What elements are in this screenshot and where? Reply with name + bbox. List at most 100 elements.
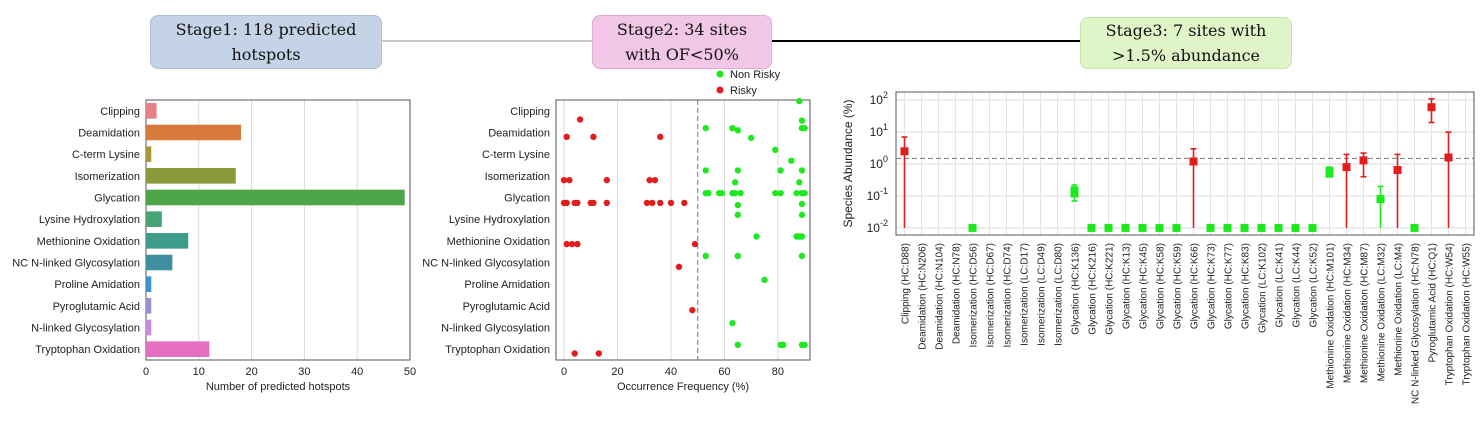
point-non-risky: [801, 341, 808, 349]
x-tick-label: Deamidation (HC:N104): [935, 243, 946, 350]
abundance-marker: [1376, 195, 1385, 204]
point-non-risky: [798, 252, 806, 260]
x-tick-label: Glycation (LC:K44): [1292, 243, 1303, 327]
abundance-marker: [1325, 169, 1334, 178]
point-non-risky: [753, 233, 760, 240]
point-non-risky: [734, 341, 742, 349]
point-non-risky: [772, 189, 779, 197]
y-tick-label: Glycation: [94, 193, 140, 205]
abundance-marker: [1257, 223, 1266, 232]
abundance-marker: [1189, 157, 1198, 166]
point-risky: [681, 199, 688, 207]
y-tick-label: Methionine Oxidation: [37, 236, 140, 248]
x-tick-label: 40: [665, 366, 677, 378]
x-tick-label: 20: [611, 366, 623, 378]
legend-label-risky: Risky: [730, 85, 757, 97]
y-tick-label: N-linked Glycosylation: [441, 323, 550, 335]
point-non-risky: [731, 189, 739, 197]
x-axis-label: Occurrence Frequency (%): [617, 381, 749, 393]
bar-deamidation: [146, 124, 242, 141]
bar-c-term-lysine: [146, 146, 152, 162]
point-non-risky: [734, 252, 742, 260]
point-non-risky: [801, 124, 808, 132]
point-non-risky: [772, 146, 779, 154]
x-tick-label: Glycation (HC:K66): [1190, 243, 1201, 329]
point-non-risky: [718, 189, 725, 197]
bar-methionine-oxidation: [146, 233, 189, 249]
legend-marker-non-risky: [716, 70, 724, 78]
point-risky: [595, 350, 602, 357]
x-tick-label: Methionine Oxidation (HC:M34): [1343, 243, 1354, 383]
point-non-risky: [798, 167, 806, 174]
abundance-marker: [1410, 223, 1419, 232]
y-tick-label: 100: [870, 154, 888, 171]
abundance-marker: [1087, 223, 1096, 232]
point-risky: [576, 116, 584, 123]
abundance-marker: [1155, 223, 1164, 232]
x-tick-label: Glycation (HC:K59): [1173, 243, 1184, 329]
point-non-risky: [796, 179, 803, 186]
y-tick-label: Proline Amidation: [54, 279, 140, 291]
bar-isomerization: [146, 168, 236, 184]
point-non-risky: [796, 97, 803, 105]
bar-pyroglutamic-acid: [146, 298, 152, 314]
point-non-risky: [702, 252, 709, 260]
point-risky: [657, 199, 664, 207]
point-risky: [560, 176, 568, 184]
legend-marker-risky: [716, 86, 724, 94]
point-non-risky: [798, 117, 806, 124]
bar-clipping: [146, 103, 157, 119]
x-tick-label: 60: [718, 366, 730, 378]
x-tick-label: Glycation (HC:K45): [1139, 243, 1150, 329]
point-non-risky: [705, 189, 712, 197]
abundance-marker: [1104, 223, 1113, 232]
x-tick-label: 0: [143, 366, 149, 378]
x-tick-label: Isomerization (LC:D49): [1037, 243, 1048, 346]
point-risky: [689, 306, 696, 314]
y-tick-label: Isomerization: [485, 171, 550, 183]
x-tick-label: 40: [351, 366, 363, 378]
point-non-risky: [796, 233, 803, 240]
x-tick-label: Glycation (HC:K136): [1071, 243, 1082, 335]
abundance-marker: [1138, 223, 1147, 232]
x-tick-label: Glycation (HC:K216): [1088, 243, 1099, 335]
point-risky: [691, 240, 699, 248]
point-non-risky: [731, 179, 739, 186]
abundance-marker: [1172, 223, 1181, 232]
abundance-marker: [1291, 223, 1300, 232]
point-risky: [571, 350, 578, 357]
point-risky: [603, 176, 610, 184]
x-tick-label: 80: [772, 366, 784, 378]
abundance-marker: [1223, 223, 1232, 232]
y-tick-label: Tryptophan Oxidation: [35, 344, 140, 356]
y-tick-label: Lysine Hydroxylation: [449, 214, 550, 226]
y-tick-label: Pyroglutamic Acid: [53, 301, 140, 313]
plot-frame: [895, 91, 1475, 236]
point-non-risky: [702, 124, 709, 132]
point-non-risky: [777, 189, 784, 197]
x-tick-label: Glycation (HC:K77): [1224, 243, 1235, 329]
x-tick-label: 20: [245, 366, 257, 378]
y-tick-label: 102: [870, 90, 888, 107]
point-non-risky: [734, 167, 742, 174]
bar-n-linked-glycosylation: [146, 319, 152, 336]
abundance-marker: [1240, 223, 1249, 232]
point-risky: [649, 199, 656, 207]
y-axis-label: Species Abundance (%): [841, 99, 855, 227]
point-non-risky: [798, 211, 806, 219]
x-tick-label: Isomerization (HC:D67): [986, 243, 997, 347]
x-tick-label: Clipping (HC:D88): [901, 243, 912, 324]
abundance-marker: [1359, 156, 1368, 165]
point-non-risky: [780, 341, 787, 349]
x-tick-label: Glycation (HC:K73): [1207, 243, 1218, 329]
x-tick-label: Glycation (HC:K83): [1241, 243, 1252, 329]
x-tick-label: Glycation (LC:K41): [1275, 243, 1286, 327]
bar-lysine-hydroxylation: [146, 211, 162, 227]
point-non-risky: [737, 189, 744, 197]
x-tick-label: 30: [298, 366, 310, 378]
abundance-marker: [1342, 163, 1351, 172]
y-tick-label: Clipping: [510, 106, 550, 118]
